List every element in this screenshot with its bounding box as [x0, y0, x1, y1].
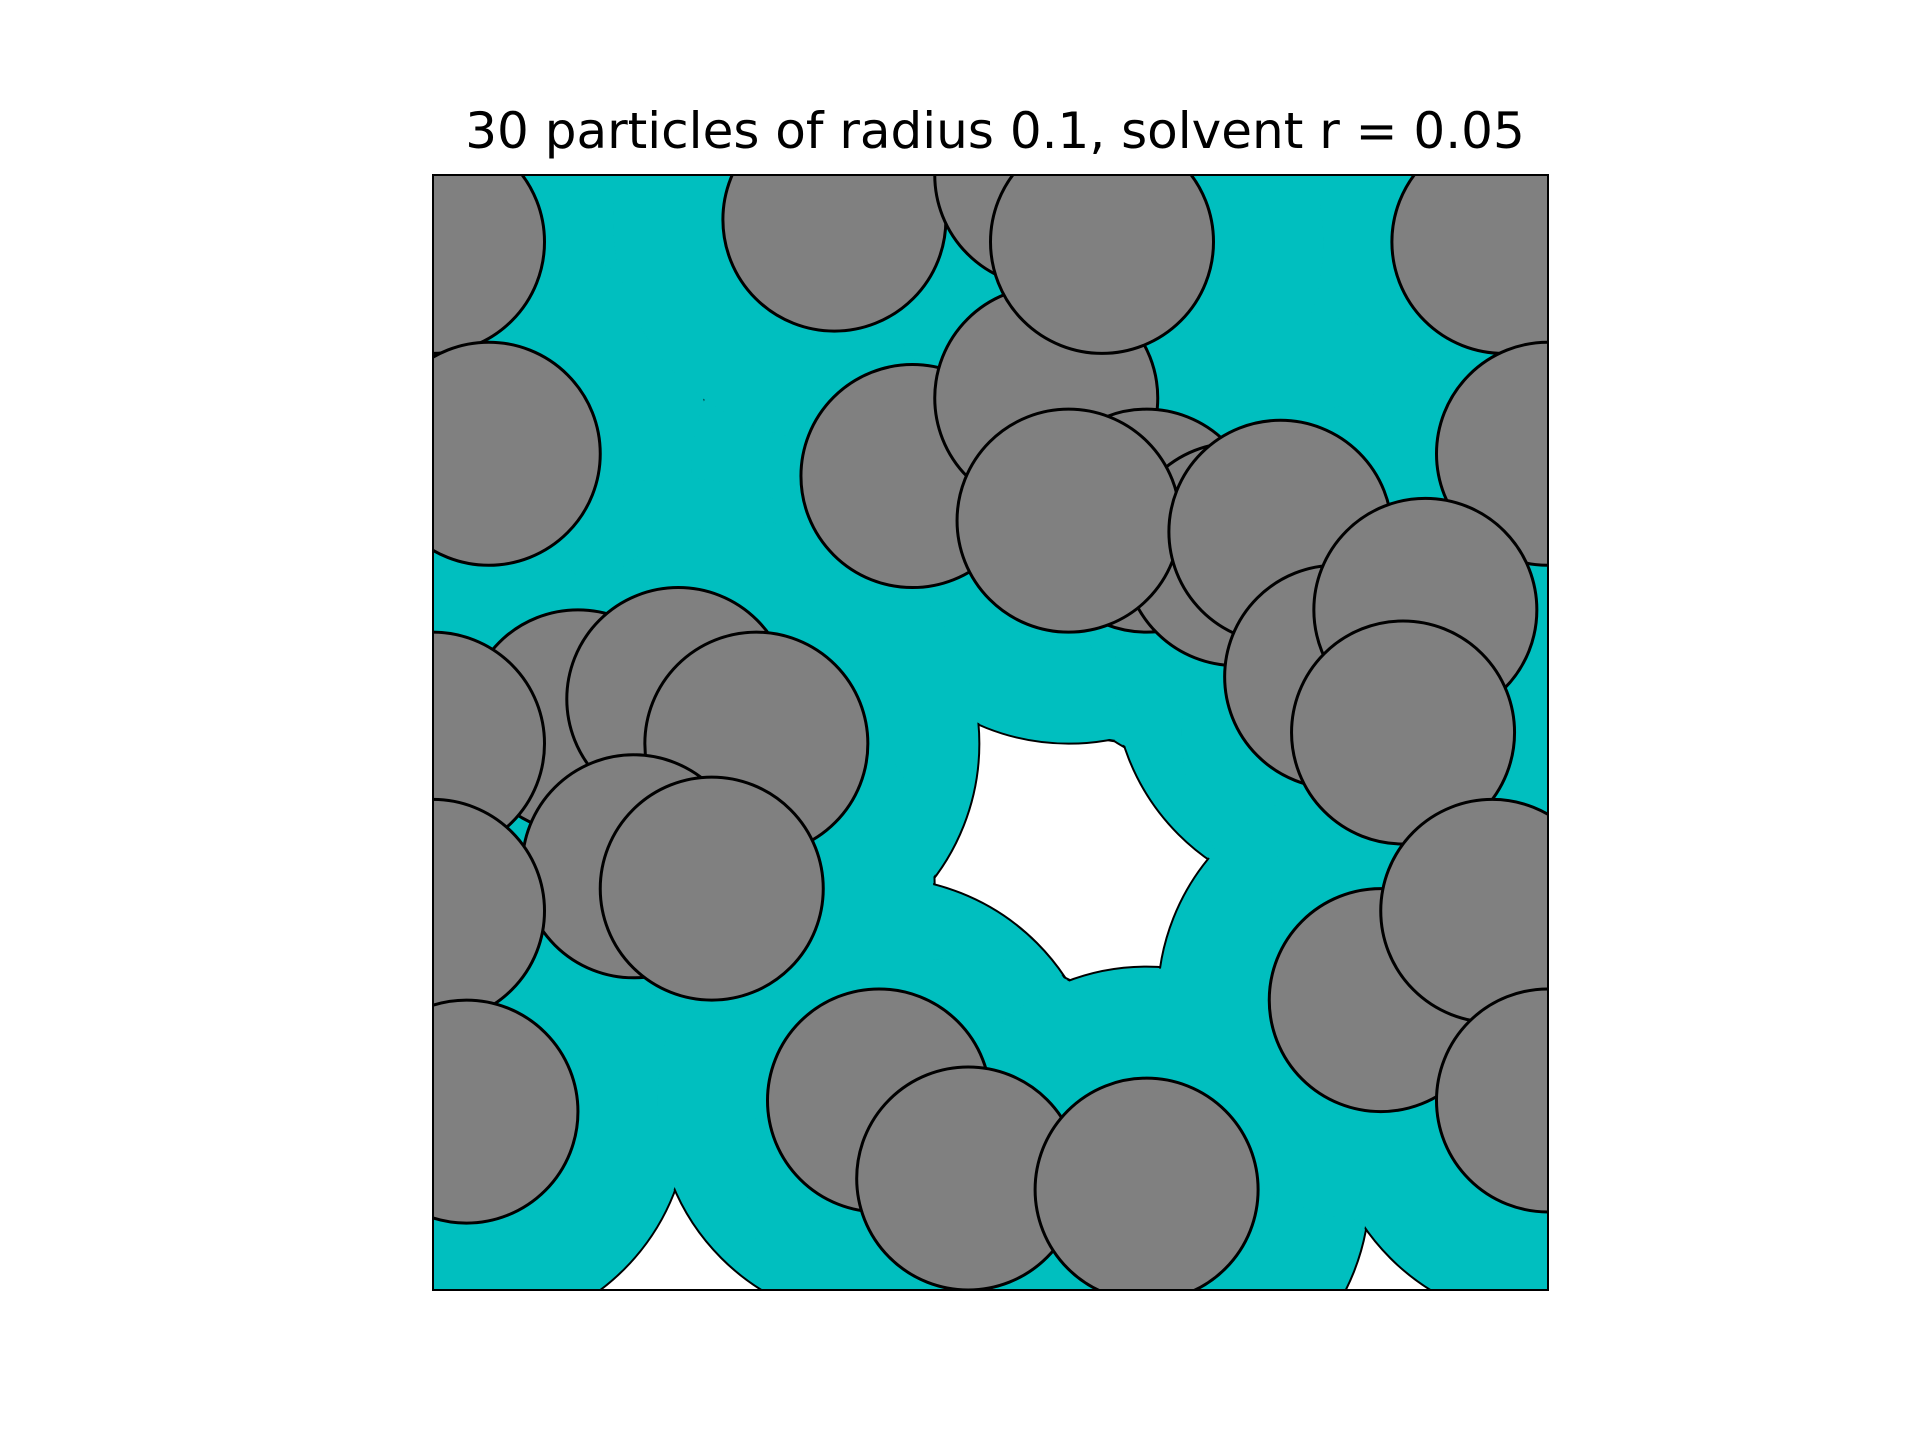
particle-point — [989, 175, 1215, 355]
particle-point — [598, 775, 825, 1002]
particle-point — [955, 407, 1182, 634]
particle-point — [721, 175, 948, 333]
particle-point — [433, 998, 580, 1225]
particle-point — [433, 340, 602, 567]
particle-point — [433, 630, 546, 857]
particle-point — [1390, 175, 1548, 355]
particle-point — [1379, 797, 1548, 1024]
particle-point — [433, 797, 546, 1024]
axes-frame — [432, 174, 1549, 1291]
particle-point — [433, 175, 546, 355]
particle-point — [1033, 1076, 1260, 1290]
particle-layer — [433, 175, 1548, 1290]
chart-title: 30 particles of radius 0.1, solvent r = … — [465, 102, 1525, 160]
particle-point — [1435, 987, 1548, 1214]
